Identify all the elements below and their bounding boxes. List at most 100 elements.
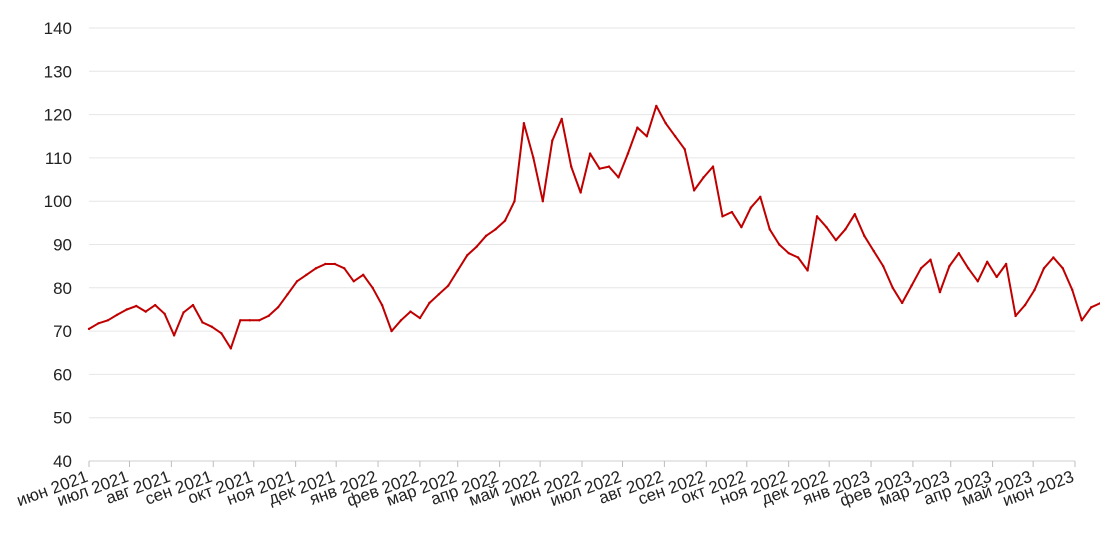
- data-point: [1080, 319, 1083, 322]
- data-point: [607, 165, 611, 168]
- data-point: [456, 269, 459, 272]
- data-point: [986, 260, 989, 264]
- data-point: [182, 311, 185, 314]
- data-point: [239, 319, 242, 322]
- data-point: [551, 139, 554, 142]
- data-point: [267, 314, 270, 318]
- data-point: [891, 286, 894, 289]
- y-tick-label: 130: [44, 62, 72, 81]
- data-point: [172, 334, 176, 337]
- data-point: [106, 319, 110, 322]
- y-tick-label: 110: [45, 149, 72, 168]
- data-point: [834, 238, 838, 242]
- data-point: [248, 319, 251, 322]
- data-point: [664, 122, 667, 125]
- data-point: [863, 234, 866, 238]
- data-point: [484, 234, 488, 238]
- data-point: [361, 273, 365, 277]
- data-point: [220, 332, 223, 335]
- data-point: [390, 329, 393, 333]
- data-point: [645, 135, 649, 138]
- data-point: [541, 200, 545, 203]
- y-axis-tick-labels: 40 50 60 70 80 90 100 110 120 130 140: [44, 19, 72, 471]
- data-point: [503, 219, 507, 222]
- data-point: [513, 200, 516, 203]
- data-point: [333, 262, 337, 266]
- data-point: [314, 267, 318, 270]
- data-point: [872, 249, 875, 253]
- data-point: [125, 308, 129, 311]
- data-point: [683, 148, 686, 151]
- data-point: [759, 195, 762, 199]
- series-layer: [87, 104, 1100, 350]
- data-point: [976, 280, 979, 283]
- data-point: [778, 243, 781, 246]
- series-line: [88, 104, 1100, 350]
- data-point: [191, 303, 195, 307]
- data-point: [569, 165, 573, 168]
- data-point: [900, 301, 904, 305]
- data-point: [598, 167, 601, 170]
- y-tick-label: 50: [53, 409, 72, 428]
- y-tick-label: 80: [53, 279, 72, 298]
- data-point: [447, 284, 450, 287]
- data-point: [343, 267, 346, 270]
- data-point: [97, 322, 100, 325]
- data-point: [305, 273, 308, 277]
- data-point: [636, 126, 639, 129]
- x-axis: [88, 460, 1076, 467]
- data-point: [437, 293, 441, 296]
- data-point: [324, 262, 327, 266]
- data-point: [844, 228, 847, 231]
- data-point: [352, 280, 355, 283]
- data-point: [1023, 303, 1027, 307]
- y-tick-label: 60: [53, 365, 72, 384]
- data-point: [938, 290, 942, 294]
- data-point: [201, 321, 204, 324]
- data-point: [1004, 262, 1008, 266]
- data-point: [995, 275, 998, 279]
- data-point: [380, 303, 384, 307]
- data-point: [692, 189, 696, 192]
- y-tick-label: 40: [53, 452, 72, 471]
- data-point: [1071, 288, 1074, 292]
- data-point: [730, 210, 734, 214]
- data-point: [286, 293, 289, 296]
- data-point: [882, 264, 885, 268]
- y-tick-label: 140: [44, 19, 72, 38]
- data-point: [740, 225, 743, 229]
- data-point: [418, 316, 422, 320]
- data-point: [409, 310, 412, 313]
- data-point: [711, 165, 715, 168]
- data-point: [929, 258, 932, 261]
- data-point: [135, 304, 138, 308]
- data-point: [465, 254, 469, 257]
- data-point: [295, 280, 299, 283]
- data-point: [153, 303, 157, 307]
- data-point: [276, 306, 280, 309]
- data-point: [532, 156, 535, 160]
- data-point: [787, 251, 790, 255]
- data-point: [721, 215, 724, 218]
- data-point: [1090, 306, 1093, 309]
- y-tick-label: 120: [44, 106, 72, 125]
- data-point: [673, 135, 677, 138]
- data-point: [1052, 256, 1055, 259]
- gridlines: [89, 27, 1075, 419]
- y-tick-label: 100: [44, 192, 72, 211]
- data-point: [948, 264, 951, 268]
- data-point: [910, 284, 913, 287]
- data-point: [428, 301, 431, 305]
- data-point: [957, 251, 961, 255]
- data-point: [494, 228, 497, 231]
- data-point: [144, 310, 147, 313]
- data-point: [815, 215, 819, 218]
- data-point: [87, 327, 91, 331]
- data-point: [1033, 288, 1036, 292]
- data-point: [626, 152, 630, 155]
- data-point: [1042, 267, 1046, 270]
- data-point: [1061, 267, 1065, 270]
- data-point: [116, 313, 119, 316]
